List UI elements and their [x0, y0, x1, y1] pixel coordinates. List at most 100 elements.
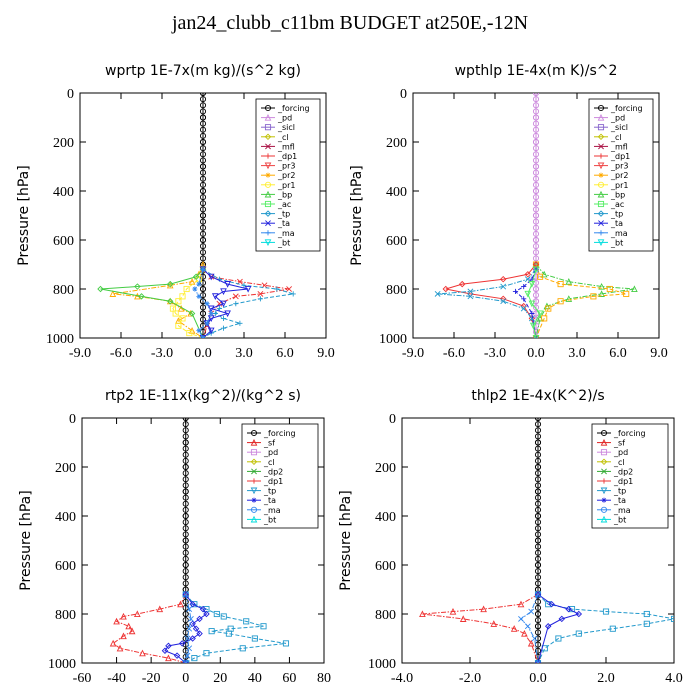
- data-point: [534, 488, 542, 495]
- data-point: [125, 622, 132, 630]
- data-point: [199, 126, 207, 133]
- data-point: [182, 525, 189, 532]
- data-point: [173, 652, 181, 659]
- data-point: [534, 494, 542, 501]
- data-point: [532, 187, 540, 195]
- data-point: [532, 304, 540, 311]
- y-tick-label: 800: [53, 283, 74, 298]
- data-point: [518, 615, 524, 622]
- data-point: [534, 568, 542, 575]
- data-point: [232, 293, 239, 300]
- data-point: [532, 120, 540, 127]
- data-point: [532, 114, 540, 121]
- data-point: [189, 620, 196, 628]
- data-point: [199, 93, 207, 97]
- data-point: [529, 322, 537, 330]
- data-point: [499, 275, 507, 283]
- data-point: [241, 282, 247, 288]
- data-point: [177, 600, 184, 608]
- data-point: [534, 439, 542, 446]
- data-point: [524, 290, 532, 298]
- series-line-tp: [537, 594, 674, 663]
- panel-title: wprtp 1E-7x(m kg)/(s^2 kg): [105, 63, 301, 79]
- x-tick-label: 0.0: [527, 346, 545, 361]
- series-line-ac: [527, 269, 541, 338]
- data-point: [510, 625, 518, 632]
- data-point: [534, 433, 542, 440]
- data-point: [182, 531, 189, 538]
- data-point: [532, 224, 540, 231]
- legend-marker: [264, 124, 272, 131]
- data-point: [606, 285, 613, 293]
- data-point: [199, 224, 207, 231]
- legend-entry: _sf: [613, 439, 625, 448]
- legend-marker: [250, 515, 258, 523]
- legend-marker: [601, 497, 607, 503]
- legend-marker: [265, 172, 271, 178]
- data-point: [109, 639, 117, 647]
- data-point: [199, 605, 207, 613]
- x-tick-label: 2.0: [597, 671, 615, 686]
- data-point: [182, 610, 189, 618]
- data-point: [199, 230, 207, 237]
- legend-marker: [601, 468, 607, 475]
- data-point: [257, 296, 263, 302]
- data-point: [133, 610, 141, 618]
- data-point: [116, 644, 124, 652]
- legend-marker: [250, 506, 258, 513]
- data-point: [290, 291, 296, 297]
- legend-entry: _dp2: [263, 467, 283, 476]
- legend-entry: _ma: [277, 229, 295, 238]
- y-tick-label: 1000: [379, 332, 407, 347]
- legend-entry: _cl: [263, 458, 275, 467]
- data-point: [532, 175, 540, 182]
- legend-marker: [600, 487, 608, 495]
- data-point: [199, 212, 207, 219]
- data-point: [528, 300, 536, 308]
- data-point: [182, 543, 189, 550]
- data-point: [199, 157, 207, 164]
- legend-marker: [597, 133, 605, 141]
- data-point: [528, 608, 535, 615]
- legend-entry: _ta: [613, 496, 626, 505]
- series-line-pr2: [112, 264, 204, 338]
- legend-entry: _forcing: [277, 104, 310, 113]
- data-point: [534, 506, 542, 513]
- data-point: [213, 610, 220, 618]
- data-point: [199, 187, 207, 195]
- data-point: [182, 457, 189, 464]
- legend-marker: [598, 220, 604, 227]
- data-point: [244, 285, 252, 293]
- legend-marker: [598, 143, 604, 150]
- data-point: [196, 281, 202, 287]
- data-point: [184, 652, 191, 659]
- data-point: [189, 635, 196, 642]
- x-tick-label: 9.0: [317, 346, 335, 361]
- data-point: [109, 290, 117, 297]
- legend-marker: [265, 220, 271, 227]
- data-point: [520, 305, 527, 312]
- x-tick-label: -2.0: [459, 671, 481, 686]
- data-point: [182, 598, 189, 605]
- data-point: [532, 138, 540, 146]
- data-point: [251, 635, 258, 642]
- legend-marker: [250, 458, 258, 466]
- legend-entry: _bt: [613, 515, 626, 524]
- data-point: [199, 163, 207, 170]
- data-point: [521, 283, 527, 290]
- data-point: [199, 181, 207, 188]
- data-point: [548, 600, 555, 608]
- data-point: [192, 625, 200, 632]
- data-point: [449, 607, 457, 615]
- y-tick-label: 200: [375, 461, 396, 476]
- data-point: [565, 295, 573, 302]
- data-point: [575, 630, 582, 637]
- data-point: [534, 451, 542, 458]
- data-point: [183, 285, 190, 293]
- x-tick-label: 3.0: [568, 346, 586, 361]
- data-point: [257, 290, 264, 297]
- data-point: [534, 531, 542, 538]
- data-point: [517, 600, 525, 608]
- x-tick-label: 20: [213, 671, 227, 686]
- data-point: [182, 482, 189, 489]
